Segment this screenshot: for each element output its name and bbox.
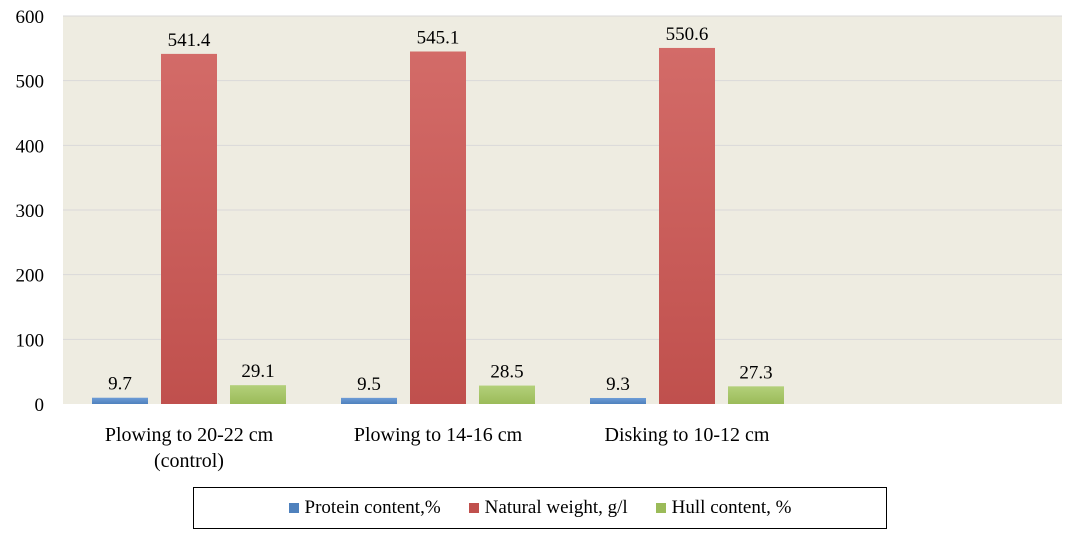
gridlines <box>63 15 1062 340</box>
bar-chart: 0 100 200 300 400 500 600 9.7 541.4 29.1 9.5 545.1… <box>16 7 1062 472</box>
data-label-protein: 9.5 <box>357 374 381 395</box>
bars <box>92 47 784 405</box>
y-tick-label: 600 <box>16 7 45 28</box>
data-label-protein: 9.7 <box>108 374 132 395</box>
legend-item-hull: Hull content, % <box>655 497 792 519</box>
bar-hull <box>230 385 286 404</box>
legend-label-natural-weight: Natural weight, g/l <box>484 497 628 518</box>
legend: Protein content,% Natural weight, g/l Hu… <box>193 487 887 529</box>
data-label-hull: 27.3 <box>739 362 772 383</box>
legend-item-protein: Protein content,% <box>288 497 441 519</box>
x-category-label: Disking to 10-12 cm <box>605 424 770 446</box>
data-label-natural-weight: 545.1 <box>417 28 460 49</box>
bar-hull <box>479 385 535 404</box>
legend-swatch-natural-weight <box>468 503 479 513</box>
bar-natural-weight <box>659 47 715 404</box>
data-labels: 9.7 541.4 29.1 9.5 545.1 28.5 9.3 550.6 27.3 <box>108 24 773 395</box>
bar-protein <box>341 397 397 404</box>
y-axis-ticks: 0 100 200 300 400 500 600 <box>16 7 45 416</box>
data-label-natural-weight: 550.6 <box>666 24 709 45</box>
legend-label-protein: Protein content,% <box>304 497 441 518</box>
y-tick-label: 400 <box>16 136 45 157</box>
y-tick-label: 300 <box>16 201 45 222</box>
bar-hull <box>728 386 784 404</box>
data-label-hull: 29.1 <box>241 361 274 382</box>
y-tick-label: 500 <box>16 72 45 93</box>
data-label-protein: 9.3 <box>606 374 630 395</box>
legend-swatch-hull <box>655 503 666 513</box>
legend-label-hull: Hull content, % <box>671 497 792 518</box>
x-category-label: (control) <box>154 450 224 472</box>
y-tick-label: 0 <box>35 395 45 416</box>
bar-protein <box>92 397 148 404</box>
x-category-label: Plowing to 14-16 cm <box>354 424 523 446</box>
data-label-hull: 28.5 <box>490 362 523 383</box>
y-tick-label: 100 <box>16 330 45 351</box>
legend-swatch-protein <box>288 503 299 513</box>
legend-item-natural-weight: Natural weight, g/l <box>468 497 628 519</box>
bar-natural-weight <box>161 53 217 405</box>
bar-natural-weight <box>410 51 466 404</box>
bar-protein <box>590 397 646 404</box>
x-axis-categories: Plowing to 20-22 cm (control) Plowing to 1… <box>105 424 770 472</box>
data-label-natural-weight: 541.4 <box>168 30 211 51</box>
x-category-label: Plowing to 20-22 cm <box>105 424 274 446</box>
y-tick-label: 200 <box>16 266 45 287</box>
